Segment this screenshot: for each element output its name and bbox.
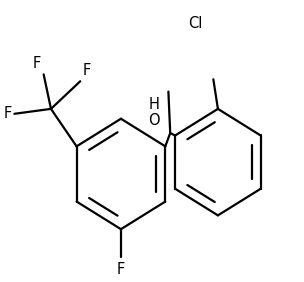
Text: H
O: H O xyxy=(148,96,160,128)
Text: F: F xyxy=(117,262,125,277)
Text: Cl: Cl xyxy=(188,16,202,31)
Text: F: F xyxy=(3,106,12,121)
Text: F: F xyxy=(83,63,91,78)
Text: F: F xyxy=(33,56,41,71)
